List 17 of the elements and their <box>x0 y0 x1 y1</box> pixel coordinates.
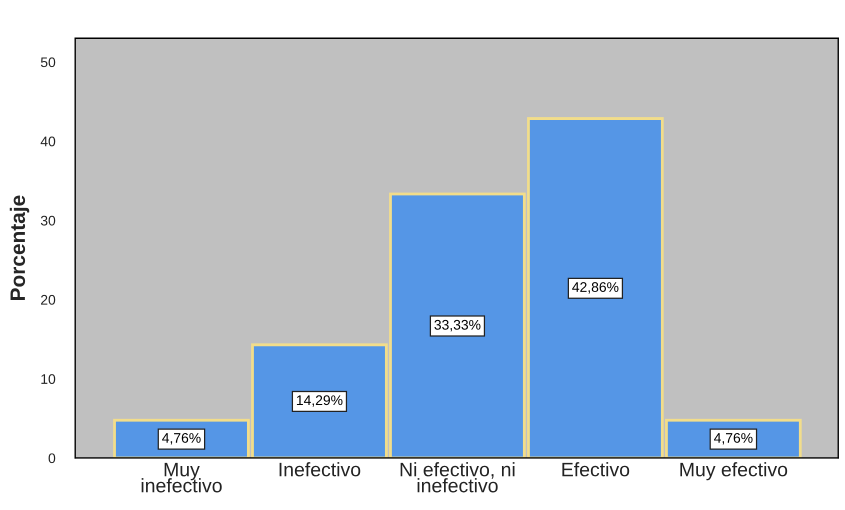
y-tick-label: 10 <box>41 374 56 384</box>
y-tick-label: 40 <box>40 136 56 146</box>
y-axis-title: Porcentaje <box>10 196 30 300</box>
data-label: 4,76% <box>714 433 753 444</box>
y-tick-label: 30 <box>40 216 56 226</box>
x-tick-label: Efectivo <box>562 462 630 476</box>
x-tick-label: Ni efectivo, ni inefectivo <box>400 462 514 492</box>
data-label: 14,29% <box>296 395 342 407</box>
x-tick-label: Muy efectivo <box>680 462 788 480</box>
data-label: 4,76% <box>162 433 201 444</box>
x-tick-label: Inefectivo <box>280 462 360 476</box>
data-label: 42,86% <box>572 282 618 294</box>
data-label: 33,33% <box>434 320 480 332</box>
y-tick-label: 50 <box>40 57 56 68</box>
y-tick-label: 0 <box>48 453 56 464</box>
x-tick-label: Muy inefectivo <box>142 462 222 492</box>
y-tick-label: 20 <box>41 294 56 305</box>
